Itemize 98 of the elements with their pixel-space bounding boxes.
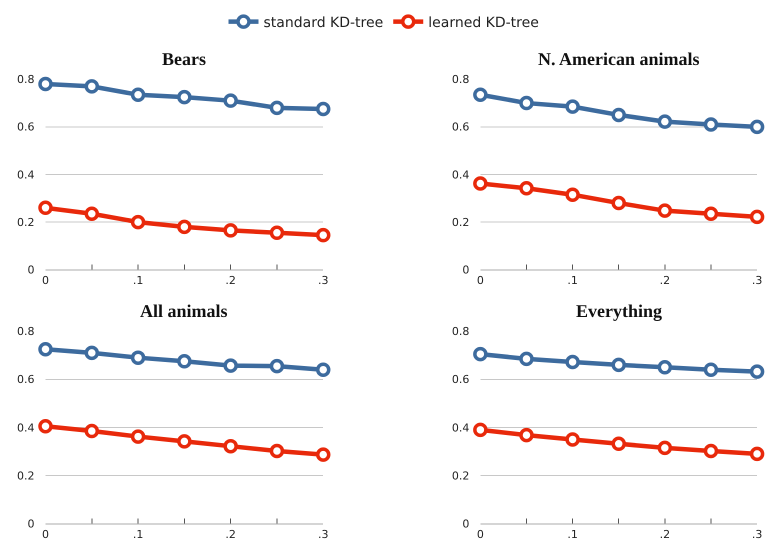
- point: [704, 206, 718, 221]
- x-tick-label: 0: [42, 274, 50, 287]
- x-tick-label: 0: [42, 528, 50, 541]
- y-tick-label: 0.2: [452, 216, 470, 229]
- y-tick-label: 0.4: [17, 421, 35, 434]
- point: [704, 117, 718, 132]
- y-tick-label: 0: [28, 264, 35, 277]
- point: [270, 358, 284, 374]
- x-tick-label: .2: [660, 528, 670, 541]
- point: [84, 79, 100, 94]
- point: [565, 99, 580, 114]
- x-tick-label: .1: [132, 528, 144, 541]
- y-tick-label: 0.8: [17, 325, 35, 338]
- point: [316, 228, 330, 242]
- point: [750, 446, 764, 462]
- point: [750, 120, 764, 134]
- y-tick-label: 0.4: [452, 168, 470, 182]
- point: [270, 100, 284, 116]
- y-tick-label: 0.4: [17, 168, 35, 182]
- point: [658, 114, 672, 129]
- point: [38, 342, 53, 357]
- x-tick-label: .2: [225, 528, 236, 541]
- x-tick-label: .3: [752, 528, 762, 541]
- point: [473, 87, 488, 102]
- point: [223, 93, 238, 108]
- point: [38, 76, 53, 92]
- point: [611, 436, 626, 452]
- y-tick-label: 0.2: [17, 216, 35, 229]
- point: [316, 362, 330, 377]
- point: [84, 424, 100, 438]
- point: [658, 440, 672, 456]
- x-tick-label: 0: [476, 528, 484, 541]
- x-tick-label: .2: [660, 274, 670, 287]
- point: [519, 181, 534, 196]
- point: [704, 444, 718, 458]
- chart-title: Bears: [162, 49, 206, 69]
- x-tick-label: .1: [567, 528, 578, 541]
- point: [84, 346, 100, 360]
- point: [565, 432, 580, 447]
- point: [473, 422, 488, 438]
- point: [519, 352, 534, 366]
- point: [519, 428, 534, 442]
- y-tick-label: 0: [28, 517, 35, 530]
- point: [84, 206, 100, 221]
- x-tick-label: .2: [225, 274, 236, 287]
- point: [519, 96, 534, 110]
- y-tick-label: 0.6: [452, 373, 470, 386]
- point: [750, 364, 764, 379]
- point: [130, 429, 146, 444]
- y-tick-label: 0: [462, 517, 470, 530]
- point: [611, 358, 626, 372]
- point: [565, 354, 580, 370]
- y-tick-label: 0.6: [17, 373, 35, 386]
- point: [177, 90, 192, 104]
- y-tick-label: 0.2: [452, 469, 470, 482]
- x-tick-label: .3: [318, 528, 328, 541]
- y-tick-label: 0.8: [452, 325, 470, 338]
- point: [270, 444, 284, 458]
- y-tick-label: 0.8: [17, 73, 35, 86]
- point: [130, 87, 146, 102]
- point: [223, 223, 238, 238]
- x-tick-label: 0: [476, 274, 484, 287]
- y-tick-label: 0.6: [17, 120, 35, 134]
- point: [316, 102, 330, 116]
- x-tick-label: .3: [318, 274, 328, 287]
- point: [565, 187, 580, 202]
- point: [473, 176, 488, 191]
- y-tick-label: 0.2: [17, 469, 35, 482]
- x-tick-label: .1: [132, 274, 144, 287]
- x-tick-label: .3: [752, 274, 762, 287]
- point: [38, 200, 53, 216]
- x-tick-label: .1: [567, 274, 578, 287]
- y-tick-label: 0.8: [452, 73, 470, 86]
- point: [611, 196, 626, 210]
- y-tick-label: 0: [462, 264, 470, 277]
- point: [177, 354, 192, 369]
- point: [750, 210, 764, 224]
- point: [177, 220, 192, 234]
- point: [473, 346, 488, 362]
- point: [658, 203, 672, 218]
- chart-title: All animals: [140, 301, 228, 321]
- chart-title: N. American animals: [538, 49, 700, 69]
- point: [130, 214, 146, 230]
- y-tick-label: 0.6: [452, 120, 470, 134]
- point: [177, 434, 192, 449]
- point: [270, 226, 284, 240]
- point: [316, 447, 330, 462]
- point: [223, 438, 238, 454]
- point: [704, 362, 718, 377]
- point: [130, 350, 146, 365]
- point: [38, 418, 53, 434]
- point: [658, 360, 672, 375]
- y-tick-label: 0.4: [452, 421, 470, 434]
- legend-label: learned KD-tree: [428, 15, 539, 32]
- point: [611, 108, 626, 122]
- legend-label: standard KD-tree: [264, 15, 384, 32]
- chart-title: Everything: [576, 301, 662, 321]
- point: [223, 358, 238, 373]
